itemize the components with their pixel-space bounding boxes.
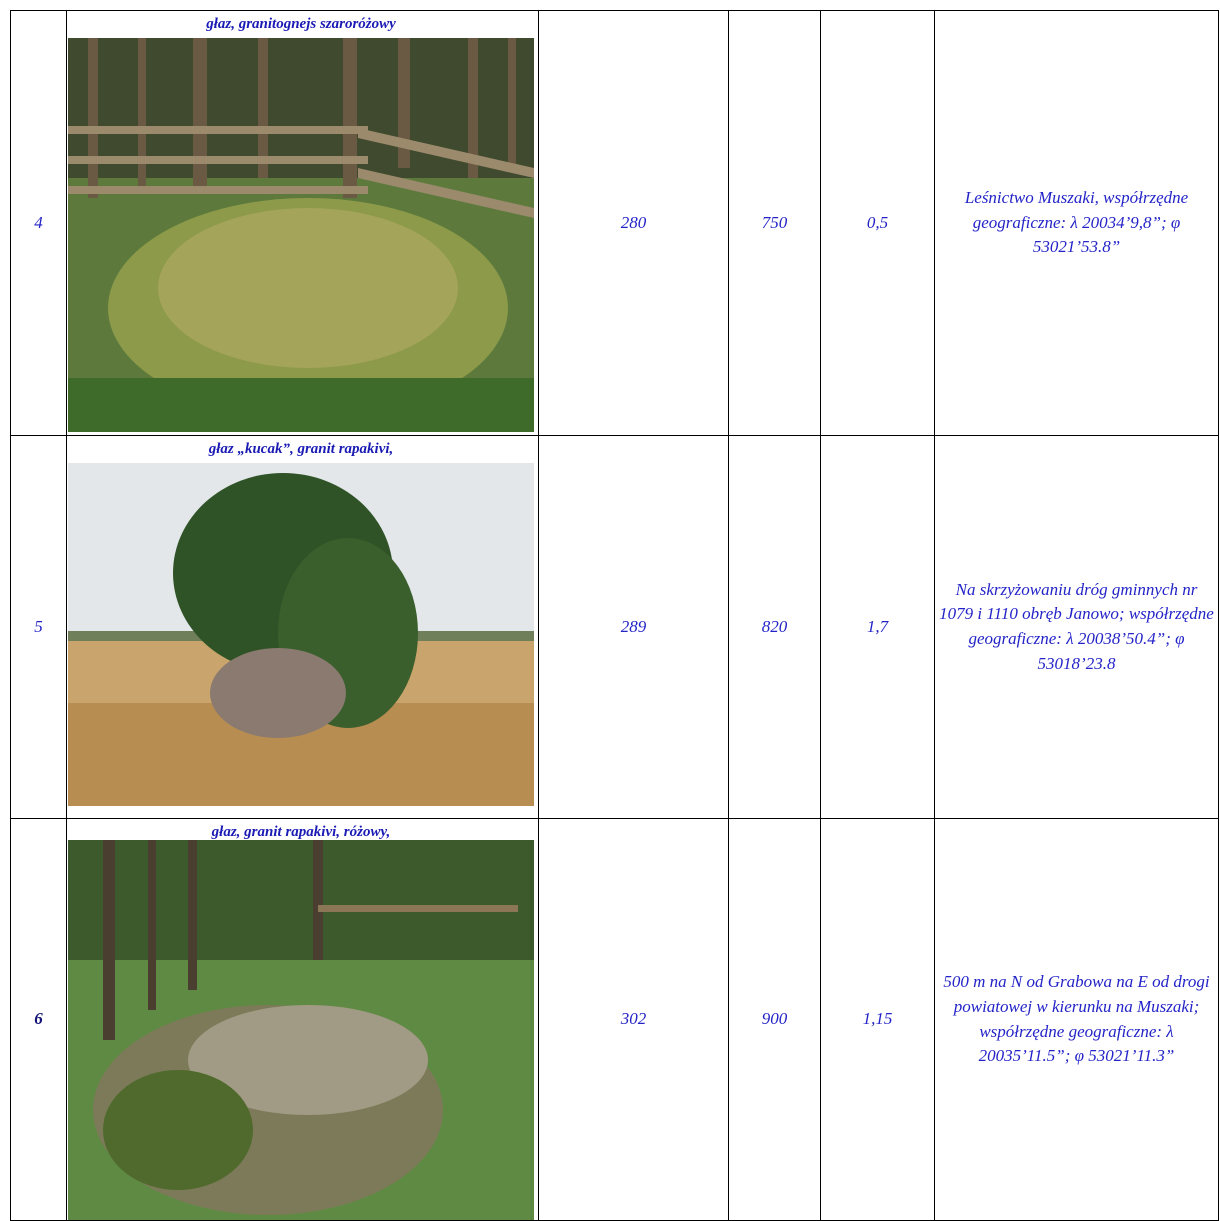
- value-cell: 302: [538, 818, 729, 1221]
- value-cell: 0,5: [820, 10, 935, 436]
- location: Na skrzyżowaniu dróg gminnych nr 1079 i …: [939, 579, 1214, 673]
- photo: [68, 840, 534, 1220]
- location: Leśnictwo Muszaki, współrzędne geografic…: [964, 188, 1189, 257]
- value: 302: [620, 1009, 647, 1029]
- row-cell: 5: [10, 435, 67, 819]
- value-cell: 289: [538, 435, 729, 819]
- value: 820: [761, 616, 788, 636]
- location-cell: 500 m na N od Grabowa na E od drogi powi…: [934, 818, 1219, 1221]
- value: 289: [620, 616, 647, 636]
- location: 500 m na N od Grabowa na E od drogi powi…: [943, 972, 1210, 1066]
- location-cell: Na skrzyżowaniu dróg gminnych nr 1079 i …: [934, 435, 1219, 819]
- value-cell: 900: [728, 818, 821, 1221]
- row-number: 4: [34, 212, 43, 232]
- value-cell: 280: [538, 10, 729, 436]
- photo: [68, 463, 534, 806]
- value: 1,15: [862, 1009, 893, 1029]
- row-cell: 6: [10, 818, 67, 1221]
- value: 1,7: [866, 616, 889, 636]
- value-cell: 820: [728, 435, 821, 819]
- caption: głaz, granitognejs szaroróżowy: [206, 16, 396, 32]
- photo: [68, 38, 534, 432]
- value-cell: 1,15: [820, 818, 935, 1221]
- row-number: 6: [34, 1009, 43, 1029]
- value: 280: [620, 212, 647, 232]
- value-cell: 750: [728, 10, 821, 436]
- value: 750: [761, 212, 788, 232]
- location-cell: Leśnictwo Muszaki, współrzędne geografic…: [934, 10, 1219, 436]
- caption: głaz „kucak”, granit rapakivi,: [208, 441, 394, 457]
- value: 900: [761, 1009, 788, 1029]
- value: 0,5: [866, 212, 889, 232]
- caption: głaz, granit rapakivi, różowy,: [211, 824, 391, 840]
- value-cell: 1,7: [820, 435, 935, 819]
- row-number: 5: [34, 616, 43, 636]
- row-cell: 4: [10, 10, 67, 436]
